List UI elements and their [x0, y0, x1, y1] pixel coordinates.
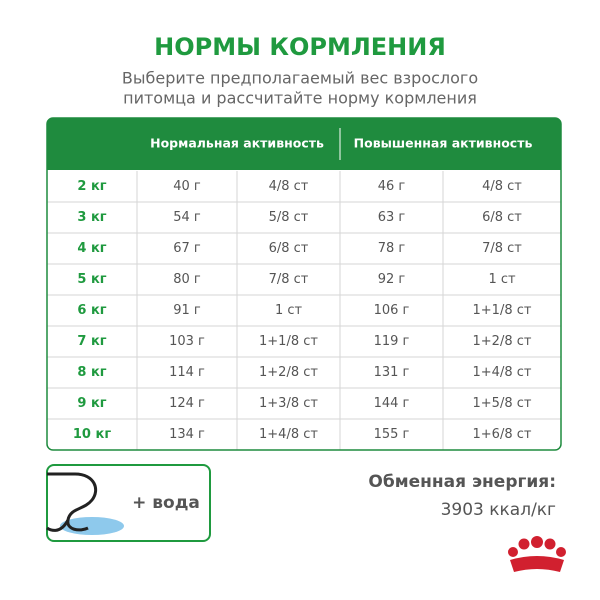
table-cell: 5/8 ст	[269, 210, 309, 225]
weight-cell: 4 кг	[77, 241, 106, 256]
table-cell: 78 г	[378, 241, 406, 256]
table-cell: 4/8 ст	[269, 179, 309, 194]
column-group: Повышенная активность	[354, 136, 533, 151]
table-cell: 67 г	[173, 241, 201, 256]
table-cell: 1+4/8 ст	[473, 365, 532, 380]
table-cell: 1+5/8 ст	[473, 396, 532, 411]
table-cell: 7/8 ст	[482, 241, 522, 256]
table-cell: 1+6/8 ст	[473, 427, 532, 442]
dog-icon	[47, 472, 98, 532]
table-cell: 1 ст	[275, 303, 303, 318]
table: Нормальная активность Повышенная активно…	[46, 117, 562, 451]
logo-part	[531, 536, 543, 548]
table-cell: 46 г	[378, 179, 406, 194]
weight-cell: 8 кг	[77, 365, 106, 380]
table-cell: 91 г	[173, 303, 201, 318]
weight-cell: 9 кг	[77, 396, 106, 411]
logo-part	[556, 547, 566, 557]
energy-value: 3903 ккал/кг	[441, 500, 556, 520]
table-cell: 6/8 ст	[482, 210, 522, 225]
table-cell: 1+1/8 ст	[473, 303, 532, 318]
table-cell: 131 г	[374, 365, 410, 380]
logo	[508, 536, 566, 572]
table-cell: 92 г	[378, 272, 406, 287]
weight-cell: 6 кг	[77, 303, 106, 318]
table-cell: 124 г	[169, 396, 205, 411]
table-cell: 119 г	[374, 334, 410, 349]
table-cell: 1+1/8 ст	[259, 334, 318, 349]
table-header	[47, 118, 561, 170]
table-cell: 114 г	[169, 365, 205, 380]
weight-cell: 10 кг	[73, 427, 111, 442]
table-cell: 144 г	[374, 396, 410, 411]
logo-part	[508, 547, 518, 557]
table-cell: 80 г	[173, 272, 201, 287]
table-cell: 7/8 ст	[269, 272, 309, 287]
table-cell: 1+2/8 ст	[473, 334, 532, 349]
weight-cell: 5 кг	[77, 272, 106, 287]
weight-cell: 2 кг	[77, 179, 106, 194]
table-cell: 106 г	[374, 303, 410, 318]
logo-part	[544, 538, 556, 550]
water-note: + вода	[132, 493, 200, 513]
logo-part	[510, 556, 564, 572]
subtitle: Выберите предполагаемый вес взрослого	[122, 69, 478, 88]
weight-cell: 3 кг	[77, 210, 106, 225]
table-cell: 155 г	[374, 427, 410, 442]
table-cell: 6/8 ст	[269, 241, 309, 256]
table-cell: 1+3/8 ст	[259, 396, 318, 411]
water-box: + вода	[46, 464, 211, 542]
table-cell: 1 ст	[488, 272, 516, 287]
dog-icon	[46, 519, 70, 532]
table-cell: 1+2/8 ст	[259, 365, 318, 380]
table-cell: 103 г	[169, 334, 205, 349]
table-cell: 134 г	[169, 427, 205, 442]
table-cell: 54 г	[173, 210, 201, 225]
weight-cell: 7 кг	[77, 334, 106, 349]
column-group: Нормальная активность	[150, 136, 324, 151]
subtitle: питомца и рассчитайте норму кормления	[123, 89, 477, 108]
energy-label: Обменная энергия:	[368, 472, 556, 492]
table-cell: 4/8 ст	[482, 179, 522, 194]
logo-part	[518, 538, 530, 550]
table-cell: 1+4/8 ст	[259, 427, 318, 442]
title: НОРМЫ КОРМЛЕНИЯ	[154, 33, 446, 61]
table-cell: 63 г	[378, 210, 406, 225]
table-frame	[46, 117, 562, 451]
table-cell: 40 г	[173, 179, 201, 194]
